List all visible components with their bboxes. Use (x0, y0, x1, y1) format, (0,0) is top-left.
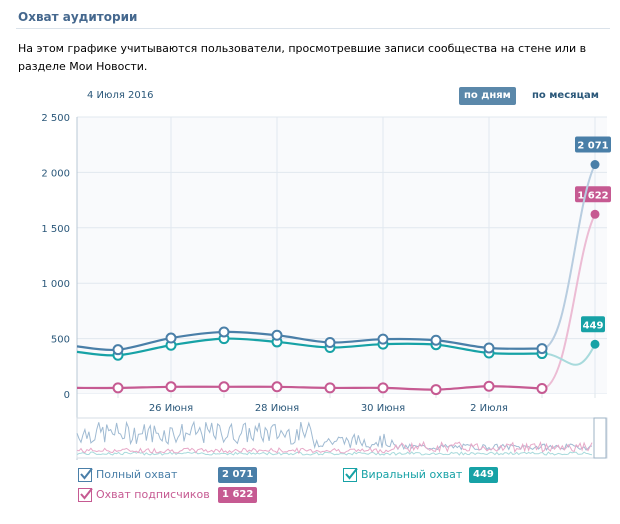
data-point-subscribers (112, 382, 124, 394)
checkmark-icon (345, 467, 358, 480)
current-date: 4 Июля 2016 (87, 90, 154, 101)
data-point-subscribers (430, 384, 442, 396)
data-label-viral: 449 (583, 320, 604, 331)
data-point-subscribers (218, 381, 230, 393)
y-tick-label: 1 000 (41, 279, 70, 290)
series-line-subscribers (76, 385, 543, 391)
by-days-button[interactable]: по дням (459, 87, 516, 105)
y-tick-label: 500 (51, 335, 70, 346)
data-point-full (536, 343, 548, 355)
series-line-subscribers-projection (541, 213, 596, 390)
series-line-full-projection (541, 164, 596, 350)
y-tick-label: 1 500 (41, 224, 70, 235)
data-point-full (483, 342, 495, 354)
data-point-full (218, 326, 230, 338)
x-axis-band (77, 394, 607, 418)
title-divider (16, 28, 610, 29)
checkmark-icon (80, 487, 93, 500)
checkbox-viral[interactable] (343, 467, 358, 482)
data-label-full: 2 071 (577, 141, 608, 152)
data-point-full-last (590, 160, 600, 170)
series-line-full (76, 330, 543, 352)
plot-area (77, 117, 607, 394)
checkbox-subscribers[interactable] (78, 487, 93, 502)
description-text: На этом графике учитываются пользователи… (18, 42, 587, 73)
data-point-full (377, 333, 389, 345)
legend-badge-subscribers: 1 622 (218, 487, 258, 503)
y-tick-label: 2 500 (41, 113, 70, 124)
by-months-button[interactable]: по месяцам (532, 90, 599, 101)
x-tick-label: 28 Июня (255, 403, 299, 414)
navigator-line-subscribers (76, 440, 593, 455)
legend-label-full: Полный охват (96, 468, 178, 481)
navigator (76, 417, 608, 459)
series-line-viral-projection (541, 343, 596, 366)
navigator-line-viral (76, 451, 593, 456)
data-point-full (271, 329, 283, 341)
data-label-bg-full (575, 136, 611, 153)
data-point-subscribers (271, 381, 283, 393)
data-point-subscribers (483, 380, 495, 392)
page-title: Охват аудитории (18, 10, 138, 24)
x-tick-label: 26 Июня (149, 403, 193, 414)
data-label-bg-viral (581, 316, 605, 333)
data-point-full (165, 332, 177, 344)
data-point-subscribers-last (590, 209, 600, 219)
navigator-selection-handle[interactable] (593, 417, 607, 459)
x-tick-label: 2 Июля (470, 403, 508, 414)
legend-label-viral: Виральный охват (361, 468, 463, 481)
legend-label-subscribers: Охват подписчиков (96, 488, 210, 501)
data-point-full (324, 336, 336, 348)
data-label-subscribers: 1 622 (577, 190, 608, 201)
legend-badge-viral: 449 (469, 467, 498, 483)
y-tick-label: 2 000 (41, 168, 70, 179)
data-point-viral-last (590, 339, 600, 349)
x-tick-label: 30 Июня (361, 403, 405, 414)
checkmark-icon (80, 467, 93, 480)
data-point-subscribers (165, 381, 177, 393)
y-tick-label: 0 (64, 390, 70, 401)
data-point-subscribers (536, 382, 548, 394)
data-point-subscribers (377, 382, 389, 394)
checkbox-full[interactable] (78, 467, 93, 482)
data-point-subscribers (324, 382, 336, 394)
data-point-full (112, 344, 124, 356)
data-point-full (430, 334, 442, 346)
legend-badge-full: 2 071 (218, 467, 258, 483)
series-line-viral (76, 337, 543, 357)
